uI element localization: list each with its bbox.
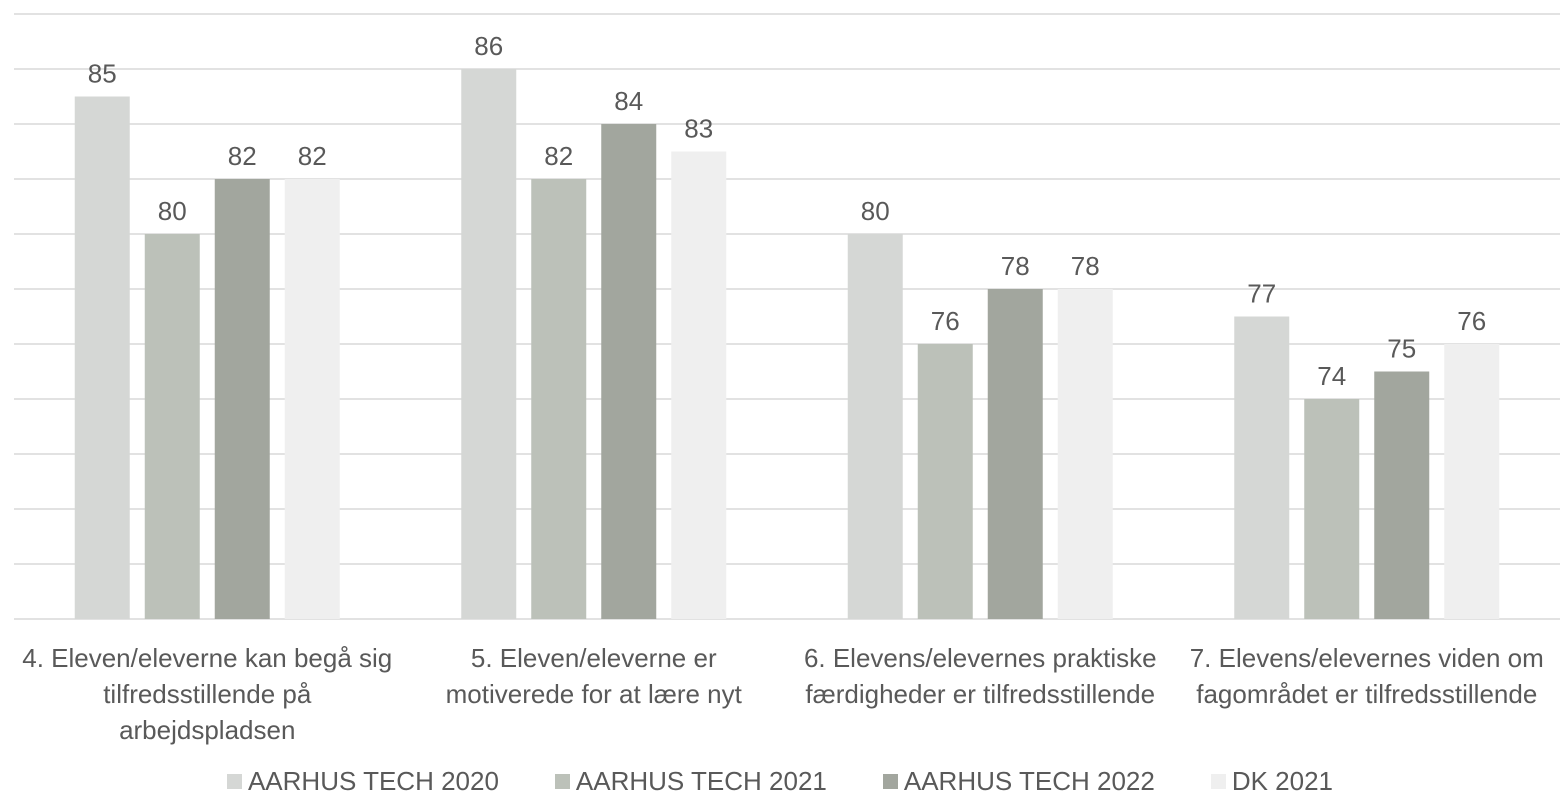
legend-label: AARHUS TECH 2021 (575, 766, 827, 796)
chart: 85 80 82 82 86 82 84 83 80 76 78 78 77 74 75 76 (14, 13, 1560, 620)
legend: AARHUS TECH 2020 AARHUS TECH 2021 AARHUS T… (0, 766, 1560, 797)
bar (144, 234, 200, 619)
data-label: 85 (88, 59, 117, 89)
data-label: 74 (1317, 361, 1346, 391)
data-label: 80 (158, 196, 187, 226)
bar (1444, 344, 1500, 619)
data-label: 86 (474, 31, 503, 61)
x-tick-label: 7. Elevens/elevernes viden om fagområdet… (1189, 643, 1544, 709)
bar (461, 69, 517, 619)
bar (214, 179, 270, 619)
data-label: 75 (1387, 334, 1416, 364)
legend-swatch (554, 774, 570, 789)
bar (74, 96, 130, 619)
legend-swatch (1210, 774, 1226, 789)
bar (987, 289, 1043, 619)
data-label: 77 (1247, 279, 1276, 309)
data-label: 84 (614, 86, 643, 116)
legend-swatch (226, 774, 242, 789)
bar (1057, 289, 1113, 619)
legend-label: AARHUS TECH 2022 (903, 766, 1155, 796)
bar (531, 179, 587, 619)
legend-label: DK 2021 (1231, 766, 1334, 796)
legend-item: AARHUS TECH 2022 (882, 766, 1155, 797)
bar (601, 124, 657, 619)
bar (671, 151, 727, 619)
bar (1234, 316, 1290, 619)
data-label: 78 (1071, 251, 1100, 281)
data-label: 76 (1457, 306, 1486, 336)
data-label: 80 (861, 196, 890, 226)
legend-item: DK 2021 (1210, 766, 1334, 797)
legend-label: AARHUS TECH 2020 (247, 766, 499, 796)
data-label: 82 (544, 141, 573, 171)
bar (1374, 371, 1430, 619)
legend-swatch (882, 774, 898, 789)
legend-item: AARHUS TECH 2020 (226, 766, 499, 797)
bar (917, 344, 973, 619)
data-label: 83 (684, 114, 713, 144)
data-label: 82 (228, 141, 257, 171)
data-label: 78 (1001, 251, 1030, 281)
legend-item: AARHUS TECH 2021 (554, 766, 827, 797)
x-tick-label: 4. Eleven/eleverne kan begå sig tilfreds… (22, 643, 393, 745)
x-tick-label: 5. Eleven/eleverne er motiverede for at … (445, 643, 742, 709)
bar (847, 234, 903, 619)
data-label: 76 (931, 306, 960, 336)
bar (1304, 399, 1360, 619)
data-label: 82 (298, 141, 327, 171)
bar (284, 179, 340, 619)
x-tick-label: 6. Elevens/elevernes praktiske færdighed… (803, 643, 1157, 709)
